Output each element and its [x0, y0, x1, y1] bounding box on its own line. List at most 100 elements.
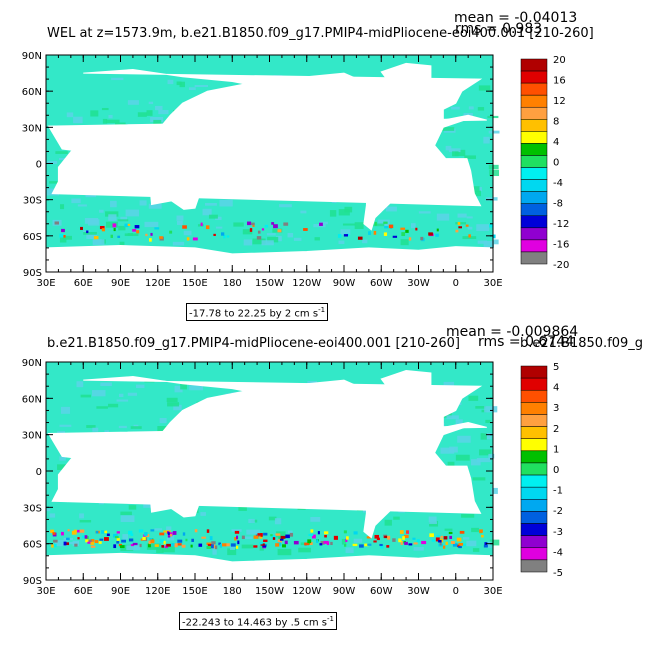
noise-cell	[435, 537, 440, 542]
land-mass	[143, 461, 158, 477]
field-cell	[481, 409, 487, 413]
field-cell	[156, 548, 164, 553]
noise-cell	[50, 529, 55, 533]
colorbar-cell	[520, 426, 548, 439]
land-mass	[354, 148, 413, 231]
colorbar-cell	[520, 215, 548, 229]
noise-cell	[259, 542, 263, 545]
field-cell	[55, 151, 68, 154]
noise-cell	[343, 234, 348, 237]
x-tick-label: 120E	[145, 278, 170, 289]
noise-cell	[118, 543, 122, 547]
noise-cell	[450, 541, 455, 544]
noise-cell	[345, 538, 348, 542]
noise-cell	[95, 531, 99, 534]
colorbar-label: -3	[553, 527, 563, 538]
noise-cell	[429, 533, 434, 537]
field-cell	[418, 211, 431, 214]
field-cell	[111, 77, 124, 81]
field-cell	[150, 116, 164, 122]
field-cell	[344, 206, 353, 213]
colorbar-label: 12	[553, 96, 566, 107]
field-cell	[340, 229, 351, 236]
field-cell	[492, 239, 499, 245]
field-cell	[189, 385, 204, 391]
noise-cell	[459, 530, 465, 534]
field-cell	[183, 230, 192, 236]
field-cell	[83, 231, 97, 235]
noise-cell	[439, 541, 442, 546]
field-cell	[176, 81, 182, 86]
noise-cell	[256, 236, 262, 240]
noise-cell	[121, 539, 127, 543]
field-cell	[127, 233, 133, 236]
field-cell	[143, 502, 151, 508]
field-cell	[105, 119, 120, 124]
noise-cell	[128, 530, 133, 535]
field-cell	[118, 393, 124, 397]
noise-cell	[249, 228, 253, 232]
noise-cell	[116, 538, 120, 541]
noise-cell	[87, 541, 93, 544]
colorbar-cell	[520, 155, 548, 168]
field-cell	[54, 539, 68, 547]
x-tick-label: 30E	[483, 586, 502, 597]
field-cell	[146, 543, 161, 550]
noise-cell	[374, 534, 379, 539]
field-cell	[47, 160, 58, 164]
field-cell	[241, 544, 254, 549]
field-cell	[477, 240, 488, 244]
noise-cell	[440, 535, 443, 538]
noise-cell	[104, 537, 109, 541]
field-cell	[173, 404, 182, 411]
colorbar-cell	[520, 58, 548, 72]
noise-cell	[127, 223, 131, 226]
field-cell	[275, 235, 282, 242]
noise-cell	[279, 538, 284, 541]
field-cell	[120, 515, 135, 523]
field-cell	[166, 397, 178, 403]
noise-cell	[54, 221, 59, 225]
field-cell	[59, 456, 66, 461]
noise-cell	[84, 535, 88, 539]
noise-cell	[309, 541, 313, 546]
noise-cell	[99, 538, 104, 541]
field-cell	[455, 419, 463, 425]
noise-cell	[198, 543, 203, 547]
noise-cell	[253, 545, 258, 548]
field-cell	[167, 79, 174, 85]
field-cell	[276, 531, 286, 538]
noise-cell	[479, 529, 483, 533]
noise-cell	[404, 541, 408, 545]
field-cell	[448, 148, 461, 153]
noise-cell	[282, 544, 286, 548]
field-cell	[105, 211, 119, 217]
field-cell	[90, 110, 99, 117]
noise-cell	[101, 530, 106, 534]
field-cell	[428, 516, 437, 523]
field-cell	[208, 214, 218, 219]
field-cell	[384, 519, 392, 526]
field-cell	[159, 417, 167, 424]
noise-cell	[128, 538, 134, 542]
noise-cell	[219, 544, 222, 548]
field-cell	[463, 537, 470, 540]
noise-cell	[458, 542, 464, 546]
field-cell	[100, 382, 112, 387]
x-tick-label: 150W	[255, 586, 284, 597]
field-cell	[468, 395, 479, 401]
colorbar-cell	[520, 462, 548, 476]
noise-cell	[260, 533, 263, 537]
colorbar-cell	[520, 547, 548, 561]
noise-cell	[252, 224, 255, 227]
noise-cell	[260, 543, 265, 546]
noise-cell	[206, 542, 212, 545]
noise-cell	[415, 227, 418, 231]
field-cell	[80, 394, 91, 398]
field-cell	[441, 127, 455, 131]
field-cell	[248, 518, 255, 524]
field-cell	[466, 540, 477, 547]
field-cell	[488, 130, 500, 134]
noise-cell	[148, 540, 151, 545]
